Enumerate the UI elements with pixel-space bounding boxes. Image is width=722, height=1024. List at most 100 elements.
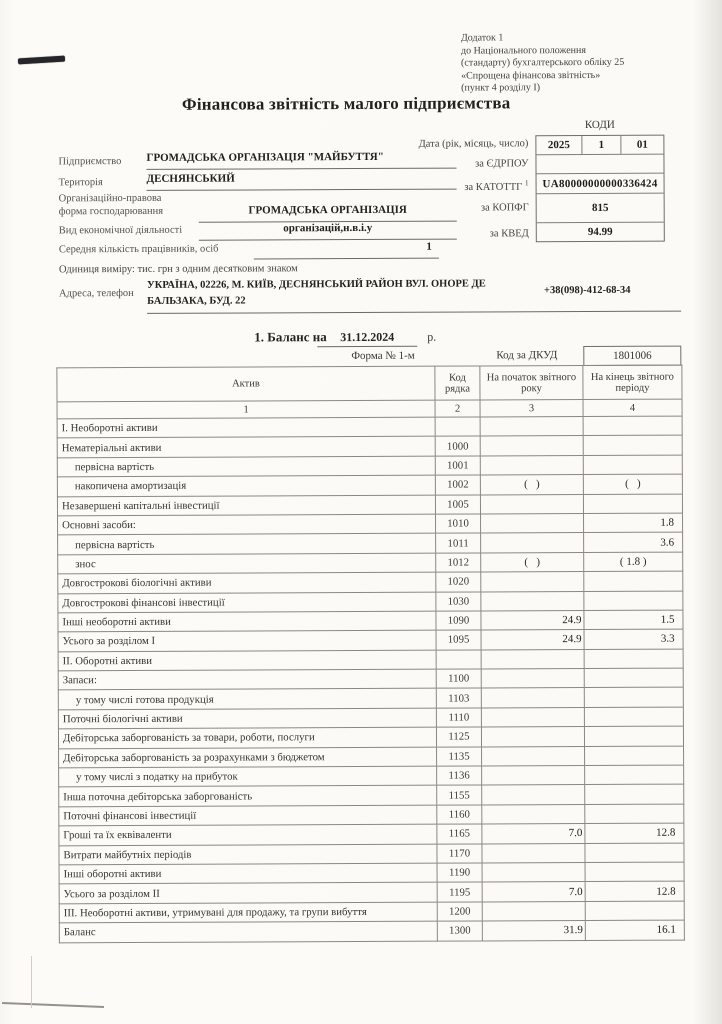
table-row: Усього за розділом I 1095 24.9 3.3 — [58, 629, 684, 652]
row-label: Запаси: — [58, 669, 437, 691]
enterprise-label: Підприємство — [58, 156, 122, 168]
row-label: Поточні фінансові інвестиції — [58, 804, 437, 827]
row-start-value — [480, 532, 584, 553]
row-start-value — [481, 726, 585, 747]
activity-value: організацій,н.в.і.у — [283, 221, 373, 235]
row-label: Інші необоротні активи — [57, 611, 437, 633]
row-code: 1103 — [436, 688, 482, 709]
col-header-row-code: Код рядка — [434, 365, 481, 401]
row-label: у тому числі з податку на прибуток — [58, 766, 437, 788]
address-value: УКРАЇНА, 02226, М. КИЇВ, ДЕСНЯНСЬКИЙ РАЙ… — [146, 278, 486, 307]
territory-label: Територія — [58, 177, 103, 189]
row-label: II. Оборотні активи — [58, 649, 437, 671]
col-header-end-of-period: На кінець звітного періоду — [582, 365, 683, 400]
row-end-value — [583, 590, 683, 611]
row-end-value — [584, 726, 684, 747]
row-start-value — [480, 494, 584, 514]
row-code: 1170 — [436, 843, 483, 864]
row-start-value: 24.9 — [481, 629, 585, 650]
row-end-value — [584, 687, 684, 708]
row-end-value — [583, 435, 683, 456]
row-label: первісна вартість — [57, 533, 436, 555]
balance-table-header: Актив Код рядка На початок звітного року… — [56, 365, 683, 419]
row-start-value — [482, 862, 586, 883]
table-row: накопичена амортизація 1002 ( ) ( ) — [57, 474, 683, 497]
row-end-value — [585, 900, 685, 921]
page-title: Фінансова звітність малого підприємства — [181, 93, 511, 114]
row-start-value: ( ) — [480, 474, 584, 495]
row-code: 1155 — [436, 785, 482, 805]
row-code: 1136 — [436, 766, 482, 786]
territory-value: ДЕСНЯНСЬКИЙ — [146, 172, 235, 185]
table-row: первісна вартість 1011 3.6 — [57, 532, 683, 555]
col-number: 2 — [435, 399, 481, 418]
row-start-value — [481, 687, 585, 708]
employees-label: Середня кількість працівників, осіб — [58, 243, 219, 256]
row-label: Дебіторська заборгованість за розрахунка… — [58, 746, 437, 768]
row-start-value — [481, 668, 585, 689]
table-row: I. Необоротні активи — [57, 416, 683, 439]
form-number-label: Форма № 1-м — [351, 349, 415, 363]
row-code: 1005 — [435, 494, 481, 515]
edrpou-value-cell — [536, 153, 664, 174]
row-label: знос — [57, 552, 436, 574]
row-end-value — [584, 842, 685, 863]
table-row: Нематеріальні активи 1000 — [57, 435, 683, 458]
col-number: 3 — [480, 399, 584, 417]
unit-of-measure-label: Одиниця виміру: тис. грн з одним десятко… — [58, 263, 298, 276]
row-code: 1000 — [435, 436, 481, 456]
row-start-value: ( ) — [480, 552, 584, 573]
row-end-value — [584, 765, 684, 785]
row-label: первісна вартість — [57, 455, 436, 477]
katottg-footnote-marker: 1 — [524, 178, 529, 188]
row-start-value — [480, 591, 584, 611]
row-end-value: 1.8 — [583, 513, 683, 533]
row-end-value: 3.6 — [583, 532, 683, 553]
legal-form-label-line2: форма господарювання — [58, 205, 164, 218]
row-end-value — [584, 784, 684, 805]
balance-heading: 1. Баланс на — [254, 329, 327, 345]
row-start-value — [480, 571, 584, 592]
activity-label: Вид економічної діяльності — [58, 224, 183, 237]
table-row: Запаси: 1100 — [58, 668, 684, 691]
kved-value-cell: 94.99 — [536, 221, 664, 242]
row-code: 1095 — [436, 630, 482, 650]
scan-edge-vertical-line — [31, 956, 32, 1008]
row-start-value — [481, 804, 585, 825]
codes-table: 2025 1 01 UA80000000000336424 815 94.99 — [535, 134, 665, 243]
address-label: Адреса, телефон — [59, 287, 134, 300]
row-start-value: 31.9 — [482, 920, 586, 941]
col-header-asset: Актив — [56, 366, 436, 402]
row-label: Усього за розділом II — [59, 882, 438, 904]
date-day-cell: 01 — [620, 135, 664, 154]
katottg-label: за КАТОТТГ 1 — [382, 178, 529, 193]
row-start-value — [481, 707, 585, 728]
row-code: 1135 — [436, 746, 482, 767]
table-row: у тому числі готова продукція 1103 — [58, 687, 684, 710]
table-row: Довгострокові біологічні активи 1020 — [57, 571, 683, 594]
row-start-value — [481, 746, 585, 767]
row-start-value: 7.0 — [482, 881, 586, 902]
row-code: 1020 — [435, 572, 481, 592]
col-number: 4 — [583, 399, 683, 417]
row-start-value: 7.0 — [481, 823, 585, 844]
row-label: III. Необоротні активи, утримувані для п… — [59, 901, 438, 923]
row-start-value — [481, 843, 586, 863]
row-start-value — [480, 416, 584, 437]
balance-table: Актив Код рядка На початок звітного року… — [56, 365, 685, 943]
row-code: 1030 — [435, 591, 481, 612]
row-code: 1100 — [436, 669, 482, 689]
row-code: 1001 — [435, 455, 481, 476]
row-end-value — [584, 668, 684, 688]
row-label: Інша поточна дебіторська заборгованість — [58, 785, 437, 807]
row-label: Інші оборотні активи — [59, 863, 438, 885]
row-label: I. Необоротні активи — [57, 417, 436, 439]
row-label: Дебіторська заборгованість за товари, ро… — [58, 727, 437, 749]
row-start-value — [480, 513, 584, 534]
row-end-value — [585, 862, 685, 882]
balance-date: 31.12.2024 — [340, 329, 395, 345]
date-code-row: 2025 1 01 — [536, 135, 664, 155]
row-start-value — [481, 765, 585, 786]
row-label: Довгострокові фінансові інвестиції — [57, 591, 436, 613]
